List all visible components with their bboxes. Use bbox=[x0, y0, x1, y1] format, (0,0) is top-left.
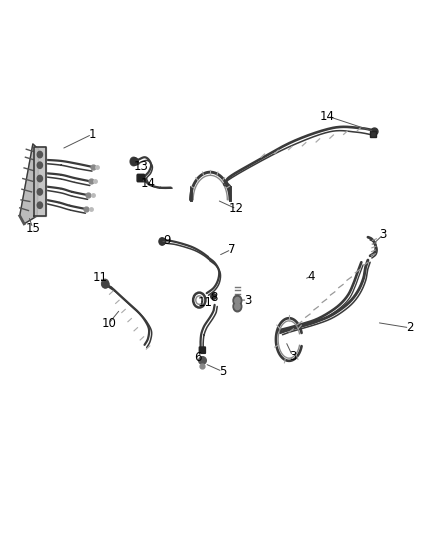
Text: 7: 7 bbox=[227, 243, 235, 256]
Circle shape bbox=[37, 175, 42, 182]
Circle shape bbox=[37, 189, 42, 195]
Text: 4: 4 bbox=[307, 270, 315, 282]
Text: 15: 15 bbox=[25, 222, 40, 235]
Circle shape bbox=[233, 301, 242, 312]
Polygon shape bbox=[34, 147, 46, 216]
Polygon shape bbox=[20, 144, 39, 224]
Text: 3: 3 bbox=[289, 350, 296, 362]
Circle shape bbox=[235, 303, 240, 310]
Text: 10: 10 bbox=[101, 317, 116, 330]
Circle shape bbox=[37, 151, 42, 158]
Text: 9: 9 bbox=[163, 235, 171, 247]
Text: 3: 3 bbox=[244, 294, 251, 306]
Text: 14: 14 bbox=[141, 177, 155, 190]
Circle shape bbox=[233, 295, 242, 306]
Circle shape bbox=[37, 202, 42, 208]
Text: 6: 6 bbox=[194, 351, 202, 364]
Circle shape bbox=[102, 279, 109, 288]
FancyBboxPatch shape bbox=[199, 347, 205, 353]
Text: 11: 11 bbox=[92, 271, 107, 284]
Text: 2: 2 bbox=[406, 321, 413, 334]
Text: 13: 13 bbox=[134, 160, 148, 173]
Text: 12: 12 bbox=[229, 203, 244, 215]
Text: 1: 1 bbox=[88, 128, 96, 141]
Text: 5: 5 bbox=[219, 365, 226, 378]
Circle shape bbox=[37, 162, 42, 168]
Text: 8: 8 bbox=[210, 291, 217, 304]
Text: 11: 11 bbox=[198, 296, 212, 309]
Text: 3: 3 bbox=[380, 228, 387, 241]
Circle shape bbox=[130, 157, 137, 166]
Circle shape bbox=[159, 238, 165, 245]
FancyBboxPatch shape bbox=[137, 174, 145, 182]
Circle shape bbox=[235, 297, 240, 304]
Text: 14: 14 bbox=[320, 110, 335, 123]
